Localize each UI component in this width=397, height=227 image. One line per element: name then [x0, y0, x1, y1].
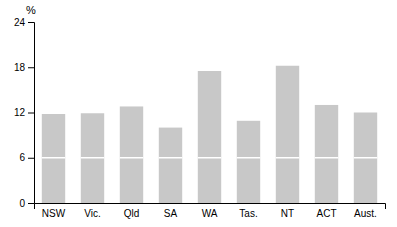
tick-label: Tas.	[239, 208, 257, 219]
tick-label: Vic.	[84, 208, 101, 219]
tick: WA	[202, 203, 218, 219]
divider	[237, 157, 260, 159]
tick-label: 24	[14, 17, 26, 28]
tick: NSW	[42, 203, 66, 219]
bar	[237, 121, 260, 203]
plot: 0 6 12 18 24 NSW Vic. Qld SA WA Tas. NT ACT Aust.	[14, 17, 386, 219]
y-label: %	[26, 4, 36, 16]
divider	[42, 157, 65, 159]
y-axis: 0 6 12 18 24	[14, 17, 35, 209]
tick: 24	[14, 17, 34, 28]
x-axis: NSW Vic. Qld SA WA Tas. NT ACT Aust.	[35, 203, 386, 219]
tick: Tas.	[239, 203, 257, 219]
tick-label: SA	[164, 208, 178, 219]
tick: Qld	[124, 203, 140, 219]
tick-label: 18	[14, 62, 26, 73]
tick: ACT	[317, 203, 337, 219]
tick-mark	[28, 22, 34, 23]
tick: 0	[19, 198, 34, 209]
tick-label: WA	[202, 208, 218, 219]
divider	[159, 157, 182, 159]
tick: NT	[281, 203, 294, 219]
divider	[354, 157, 377, 159]
tick: SA	[164, 203, 178, 219]
tick-label: ACT	[317, 208, 337, 219]
tick-label: Qld	[124, 208, 140, 219]
tick: Aust.	[354, 203, 377, 219]
tick-label: NT	[281, 208, 294, 219]
tick-label: Aust.	[354, 208, 377, 219]
bar	[42, 114, 65, 203]
tick-label: NSW	[42, 208, 66, 219]
bar	[276, 66, 299, 203]
divider	[81, 157, 104, 159]
chart: 0 6 12 18 24 NSW Vic. Qld SA WA Tas. NT ACT Aust.%	[0, 0, 397, 227]
tick-label: 12	[14, 107, 26, 118]
tick-mark	[28, 113, 34, 114]
bar	[354, 113, 377, 204]
divider	[315, 157, 338, 159]
tick: Vic.	[84, 203, 101, 219]
bar	[198, 71, 221, 203]
tick: 12	[14, 107, 34, 118]
bar	[315, 105, 338, 203]
axis-line	[28, 23, 35, 204]
tick-label: 0	[19, 198, 25, 209]
tick-label: 6	[19, 152, 25, 163]
divider	[276, 157, 299, 159]
bar	[81, 113, 104, 203]
tick: 6	[19, 152, 34, 163]
bar	[120, 106, 143, 203]
tick: 18	[14, 62, 34, 73]
divider	[198, 157, 221, 159]
divider	[120, 157, 143, 159]
tick-mark	[28, 203, 34, 204]
tick-mark	[28, 158, 34, 159]
bar	[159, 128, 182, 203]
marks	[42, 66, 377, 203]
tick-mark	[28, 67, 34, 68]
